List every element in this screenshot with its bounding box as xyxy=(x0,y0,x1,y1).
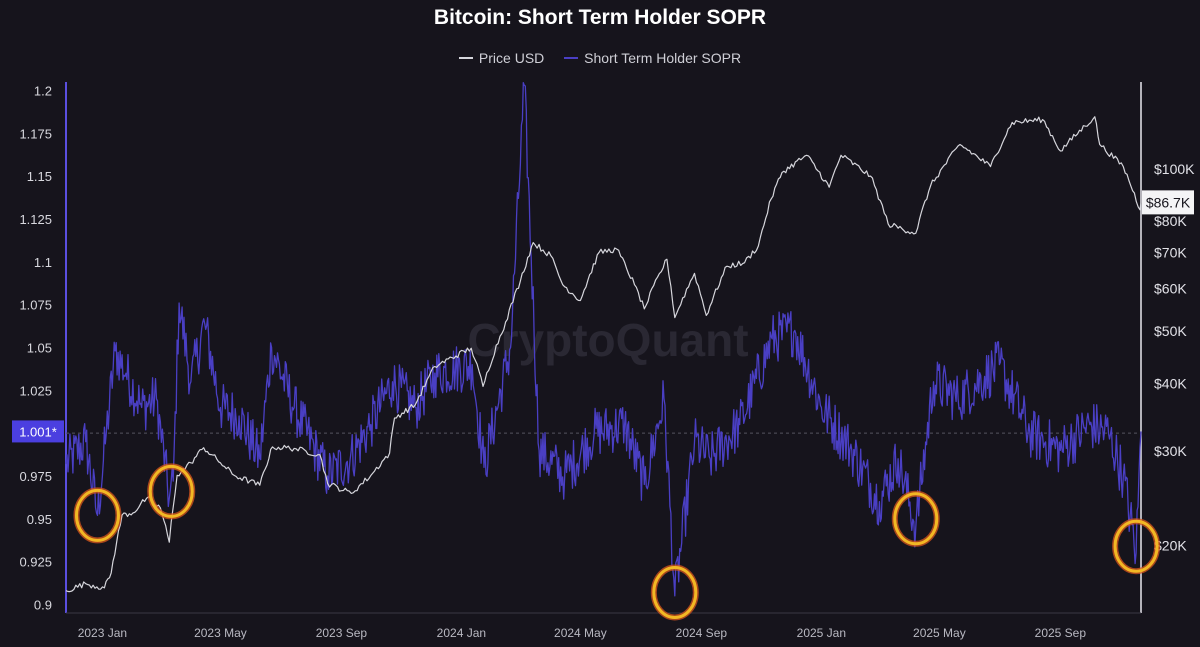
y-right-tick-label: $70K xyxy=(1154,244,1187,260)
y-right-tick-label: $40K xyxy=(1154,375,1187,391)
x-tick-label: 2023 May xyxy=(194,626,247,640)
annotation-circle xyxy=(893,492,939,546)
y-right-tick-label: $20K xyxy=(1154,538,1187,554)
current-price-badge xyxy=(1142,190,1194,215)
legend-item-price[interactable]: Price USD xyxy=(458,50,545,66)
badge-layer: 1.001* $86.7K xyxy=(12,190,1194,443)
legend-label-price: Price USD xyxy=(478,50,545,66)
y-left-tick-label: 1.1 xyxy=(34,255,52,270)
chart-legend: Price USD Short Term Holder SOPR xyxy=(0,46,1200,66)
series-sopr-line xyxy=(65,82,1142,597)
x-tick-label: 2025 Sep xyxy=(1035,626,1087,640)
annotation-layer xyxy=(73,463,1161,621)
y-left-tick-label: 0.925 xyxy=(19,555,52,570)
y-right-tick-label: $50K xyxy=(1154,323,1187,339)
chart-title: Bitcoin: Short Term Holder SOPR xyxy=(433,6,767,29)
annotation-circle xyxy=(148,464,194,518)
y-left-tick-label: 0.975 xyxy=(19,469,52,484)
annotation-circle xyxy=(1113,519,1159,573)
series-layer xyxy=(65,82,1142,597)
y-left-tick-label: 1.175 xyxy=(19,126,52,141)
y-left-tick-label: 1.075 xyxy=(19,298,52,313)
x-tick-label: 2024 Jan xyxy=(437,626,486,640)
x-tick-label: 2025 Jan xyxy=(797,626,846,640)
y-right-tick-label: $80K xyxy=(1154,213,1187,229)
y-right-tick-label: $30K xyxy=(1154,443,1187,459)
y-right-tick-label: $60K xyxy=(1154,281,1187,297)
y-left-tick-label: 1.125 xyxy=(19,212,52,227)
y-left-tick-label: 1.025 xyxy=(19,383,52,398)
x-tick-label: 2025 May xyxy=(913,626,966,640)
y-left-tick-label: 1.15 xyxy=(27,169,52,184)
y-right-tick-label: $100K xyxy=(1154,161,1195,177)
current-sopr-label: 1.001* xyxy=(19,424,57,439)
current-sopr-badge xyxy=(12,420,64,443)
watermark: CryptoQuant xyxy=(467,314,748,366)
x-tick-label: 2023 Jan xyxy=(78,626,127,640)
y-left-tick-label: 0.95 xyxy=(27,512,52,527)
legend-swatch-price xyxy=(458,57,473,59)
x-axis: 2023 Jan 2023 May 2023 Sep 2024 Jan 2024 May… xyxy=(66,612,1141,640)
legend-swatch-sopr xyxy=(564,57,579,59)
x-tick-label: 2024 Sep xyxy=(676,626,728,640)
legend-label-sopr: Short Term Holder SOPR xyxy=(584,50,742,66)
annotation-circle xyxy=(74,488,120,542)
annotation-circle xyxy=(652,565,698,619)
y-left-tick-label: 1.05 xyxy=(27,341,52,356)
legend-item-sopr[interactable]: Short Term Holder SOPR xyxy=(564,50,741,66)
y-left-tick-label: 0.9 xyxy=(34,597,52,612)
series-price-line xyxy=(65,116,1142,593)
current-price-label: $86.7K xyxy=(1146,194,1191,210)
x-tick-label: 2024 May xyxy=(554,626,607,640)
left-axis: 1.2 1.175 1.15 1.125 1.1 1.075 1.05 1.025 0.975 0… xyxy=(19,82,67,613)
x-tick-label: 2023 Sep xyxy=(316,626,368,640)
right-axis: $100K $80K $70K $60K $50K $40K $30K $20K xyxy=(1140,82,1195,613)
y-left-tick-label: 1.2 xyxy=(34,84,52,99)
